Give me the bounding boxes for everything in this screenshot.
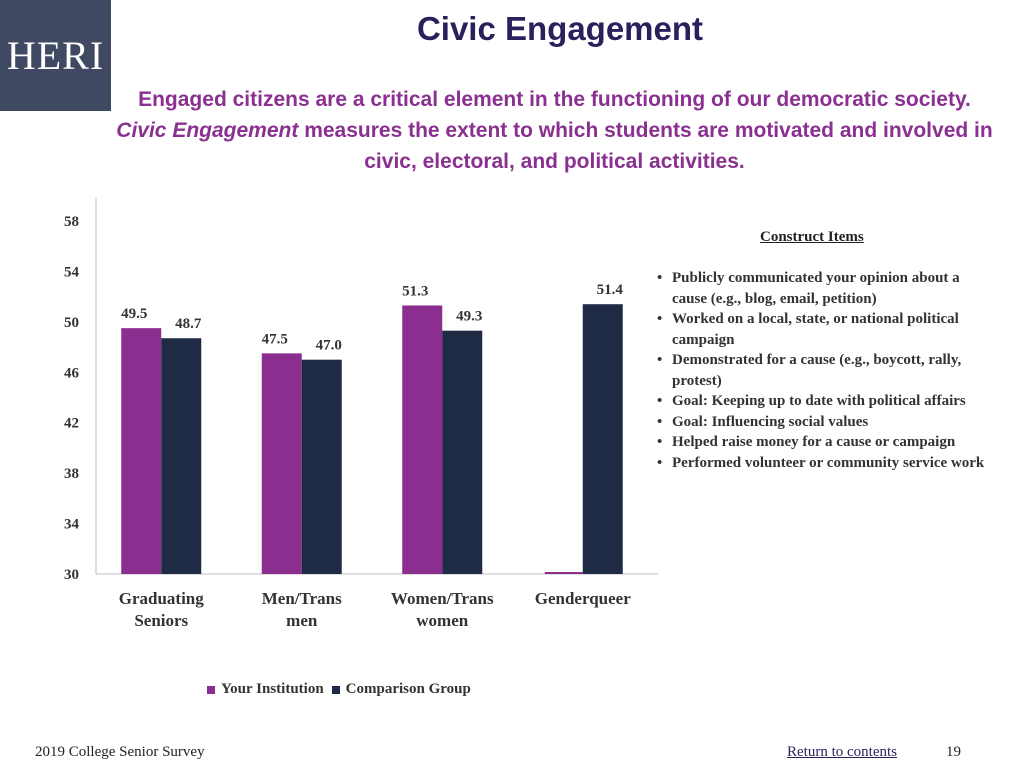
y-tick-label: 54 (64, 264, 80, 280)
legend-label: Comparison Group (345, 681, 471, 697)
survey-name: 2019 College Senior Survey (35, 744, 205, 760)
civic-engagement-bar-chart: 30 34 38 42 46 50 54 58 49.5 48.7 Graduating Senior… (64, 197, 658, 630)
page-number: 19 (946, 744, 961, 760)
x-category-label: Seniors (134, 611, 188, 630)
slide-subtitle: Engaged citizens are a critical element … (112, 84, 997, 177)
subtitle-emphasis: Civic Engagement (116, 119, 299, 142)
y-tick-label: 34 (64, 517, 80, 533)
chart-legend: Your Institution Comparison Group (207, 681, 471, 698)
y-tick-label: 38 (64, 466, 79, 482)
construct-items-list: Publicly communicated your opinion about… (656, 268, 986, 473)
legend-label: Your Institution (221, 681, 324, 697)
construct-items-title: Construct Items (760, 229, 864, 245)
construct-item: Publicly communicated your opinion about… (656, 268, 986, 309)
construct-item: Demonstrated for a cause (e.g., boycott,… (656, 350, 986, 391)
y-tick-label: 58 (64, 214, 79, 230)
bar (442, 330, 483, 574)
bar (261, 353, 302, 574)
bar-value-label: 51.3 (402, 283, 428, 299)
legend-item: Your Institution (207, 681, 324, 698)
bar-value-label: 49.3 (456, 309, 482, 325)
bar-value-label: 49.5 (121, 306, 147, 322)
bar-value-label: 48.7 (175, 316, 202, 332)
legend-item: Comparison Group (331, 681, 471, 698)
bar-value-label: 47.0 (316, 338, 342, 354)
construct-item: Helped raise money for a cause or campai… (656, 432, 986, 453)
x-category-label: Men/Trans (262, 589, 342, 608)
legend-swatch (207, 685, 215, 694)
construct-item: Worked on a local, state, or national po… (656, 309, 986, 350)
heri-logo: HERI (0, 0, 111, 111)
y-tick-label: 46 (64, 365, 80, 381)
x-category-label: Women/Trans (391, 589, 494, 608)
slide-title: Civic Engagement (416, 10, 704, 47)
x-category-label: men (286, 611, 318, 630)
construct-item: Performed volunteer or community service… (656, 453, 986, 474)
bar-value-label: 47.5 (262, 331, 288, 347)
bar (161, 338, 202, 574)
bar (301, 359, 342, 574)
bar (121, 328, 162, 574)
y-tick-label: 50 (64, 315, 79, 331)
bar (582, 304, 623, 574)
x-category-label: women (416, 611, 468, 630)
y-tick-label: 30 (64, 567, 79, 583)
return-to-contents-link[interactable]: Return to contents (787, 744, 897, 760)
y-tick-label: 42 (64, 416, 79, 432)
bar (402, 305, 443, 574)
construct-item: Goal: Influencing social values (656, 412, 986, 433)
x-category-label: Graduating (119, 589, 205, 608)
construct-item: Goal: Keeping up to date with political … (656, 391, 986, 412)
legend-swatch (331, 685, 340, 694)
subtitle-text-2: measures the extent to which students ar… (298, 119, 993, 173)
x-category-label: Genderqueer (535, 589, 631, 608)
bar-value-label: 51.4 (597, 282, 624, 298)
subtitle-text-1: Engaged citizens are a critical element … (138, 88, 971, 111)
